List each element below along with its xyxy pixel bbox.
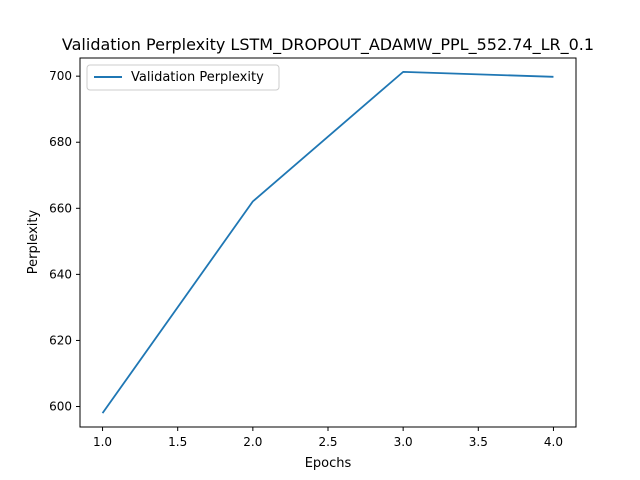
x-tick-label: 4.0 [544, 435, 563, 449]
x-axis-label: Epochs [305, 456, 352, 471]
y-axis-label: Perplexity [26, 209, 41, 274]
plot-area [101, 70, 554, 414]
y-tick-label: 680 [49, 135, 72, 149]
x-axis-ticks: 1.0 1.5 2.0 2.5 3.0 3.5 4.0 [93, 427, 563, 449]
legend-label-validation-perplexity: Validation Perplexity [131, 70, 264, 85]
y-tick-label: 700 [49, 69, 72, 83]
legend: Validation Perplexity [86, 64, 280, 91]
x-tick-label: 3.0 [394, 435, 413, 449]
y-tick-label: 660 [49, 201, 72, 215]
y-tick-label: 640 [49, 267, 72, 281]
y-axis-ticks: 600 620 640 660 680 700 [49, 69, 80, 414]
x-tick-label: 2.5 [318, 435, 337, 449]
x-tick-label: 1.5 [168, 435, 187, 449]
x-tick-label: 3.5 [469, 435, 488, 449]
x-tick-label: 1.0 [93, 435, 112, 449]
y-tick-label: 600 [49, 400, 72, 414]
y-tick-label: 620 [49, 333, 72, 347]
plot-frame [79, 57, 577, 428]
x-tick-label: 2.0 [243, 435, 262, 449]
chart-title: Validation Perplexity LSTM_DROPOUT_ADAMW… [62, 35, 594, 55]
series-line-0 [101, 70, 554, 414]
legend-box [86, 64, 280, 91]
